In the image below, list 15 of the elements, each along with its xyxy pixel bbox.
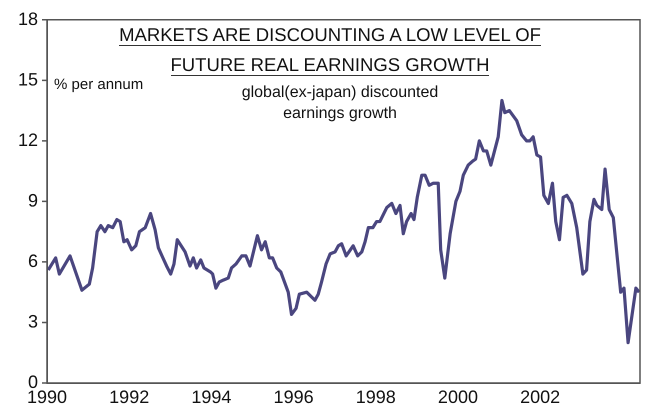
x-tick-label: 1994 (191, 386, 232, 407)
x-tick-label: 1998 (356, 386, 396, 407)
x-tick-label: 2000 (438, 386, 478, 407)
y-tick-label: 18 (18, 8, 38, 29)
y-tick-label: 12 (18, 130, 38, 150)
y-tick-label: 6 (28, 250, 38, 271)
text: global(ex-japan) discounted earnings growth (240, 83, 440, 124)
y-tick-label: 9 (28, 190, 38, 210)
x-tick-label: 1992 (109, 386, 150, 407)
x-tick-label: 1996 (274, 386, 314, 407)
y-axis-title: % per annum (54, 76, 144, 93)
y-tick-label: 15 (18, 69, 38, 90)
y-tick-label: 3 (28, 311, 38, 332)
x-tick-label: 2002 (520, 386, 560, 407)
text: MARKETS ARE DISCOUNTING A LOW LEVEL OF FUTURE REAL EARNINGS GROWTH (119, 24, 541, 76)
